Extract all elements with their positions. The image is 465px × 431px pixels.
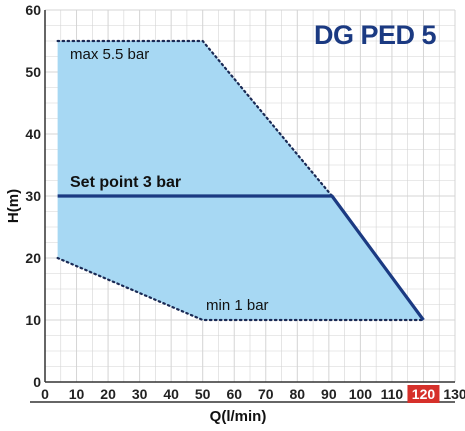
x-tick-label: 60 [226,386,242,402]
min-pressure-boundary [56,256,425,322]
x-tick-label: 0 [41,386,49,402]
x-tick-label: 90 [321,386,337,402]
annotation-min-pressure: min 1 bar [206,297,269,314]
y-tick-label: 10 [25,312,41,328]
y-tick-label: 40 [25,126,41,142]
y-tick-label: 30 [25,188,41,204]
x-tick-label: 120 [412,386,436,402]
x-tick-label: 20 [100,386,116,402]
x-tick-label: 110 [381,386,404,402]
operating-region [57,41,424,320]
boundary-lines [56,39,425,322]
annotation-max-pressure: max 5.5 bar [70,46,149,63]
x-tick-label: 130 [443,386,465,402]
annotation-setpoint: Set point 3 bar [70,174,181,191]
x-tick-label: 80 [290,386,306,402]
x-tick-label: 30 [132,386,148,402]
y-axis-title: H(m) [5,189,22,223]
x-tick-label: 10 [69,386,85,402]
x-axis-title: Q(l/min) [210,408,267,425]
series-lines [57,194,425,321]
x-tick-label: 100 [349,386,373,402]
tick-labels: 0 10 20 30 40 50 60 0 10 20 30 40 50 60 70 80 90 100 110 12… [25,2,465,403]
y-tick-label: 0 [33,374,41,390]
chart-title: DG PED 5 [314,20,437,50]
y-tick-label: 50 [25,64,41,80]
setpoint-line [57,194,425,321]
operating-area-layer [57,41,424,320]
x-tick-label: 50 [195,386,211,402]
y-tick-label: 20 [25,250,41,266]
x-tick-label: 40 [163,386,179,402]
axes [30,10,455,403]
x-tick-label: 70 [258,386,274,402]
max-pressure-boundary [56,39,334,198]
x-tick-highlight [407,385,440,403]
y-tick-label: 60 [25,2,41,18]
